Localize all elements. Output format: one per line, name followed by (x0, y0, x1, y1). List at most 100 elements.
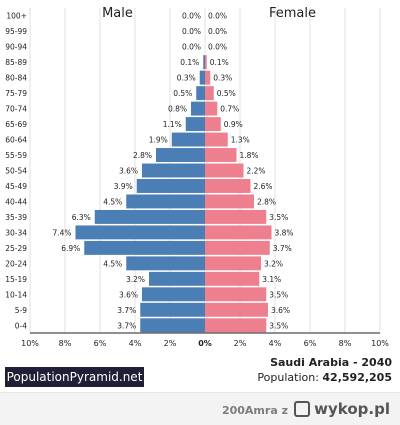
female-value-label: 1.8% (240, 151, 259, 160)
male-value-label: 2.8% (133, 151, 152, 160)
male-value-label: 0.8% (168, 105, 187, 114)
x-tick-label: 8% (59, 339, 72, 348)
female-bar (205, 132, 228, 147)
watermark-bar: 200Amra z wykop.pl (0, 392, 400, 425)
female-value-label: 2.8% (257, 197, 276, 206)
male-bar (142, 287, 205, 302)
x-tick-label: 6% (304, 339, 317, 348)
male-value-label: 6.9% (61, 244, 80, 253)
age-group-label: 50-54 (5, 167, 27, 176)
population-pyramid-chart: 10% 8% 6% 4% 2% 0% 2% 4% 6% 8% 10% Male Female 100+ 0.… (5, 6, 389, 348)
male-value-label: 0.0% (182, 12, 201, 21)
age-group-label: 70-74 (5, 105, 27, 114)
female-value-label: 3.1% (262, 275, 281, 284)
population-value: 42,592,205 (322, 371, 392, 384)
male-bar (94, 209, 205, 224)
x-tick-label: 10% (371, 339, 389, 348)
female-value-label: 0.7% (220, 105, 239, 114)
age-group-label: 5-9 (15, 306, 27, 315)
male-bar (171, 132, 205, 147)
male-value-label: 1.9% (149, 136, 168, 145)
age-group-label: 40-44 (5, 197, 27, 206)
female-value-label: 0.3% (213, 74, 232, 83)
male-bar (140, 318, 205, 333)
female-bar (205, 287, 267, 302)
female-value-label: 3.8% (275, 228, 294, 237)
male-value-label: 0.0% (182, 43, 201, 52)
male-value-label: 4.5% (103, 197, 122, 206)
female-value-label: 3.5% (269, 290, 288, 299)
age-group-label: 30-34 (5, 228, 27, 237)
age-group-label: 55-59 (5, 151, 27, 160)
male-bar (149, 271, 205, 286)
age-group-label: 60-64 (5, 136, 27, 145)
age-group-label: 0-4 (15, 321, 27, 330)
male-bar (185, 117, 205, 132)
female-value-label: 3.6% (271, 306, 290, 315)
watermark-user: 200Amra z (222, 404, 288, 417)
male-value-label: 3.6% (119, 167, 138, 176)
female-bar (205, 70, 211, 85)
watermark-username: 200Amra (221, 404, 278, 417)
female-value-label: 2.2% (247, 167, 266, 176)
male-bar (126, 256, 205, 271)
male-bar (191, 101, 205, 116)
female-bar (205, 163, 244, 178)
female-bar (205, 240, 270, 255)
site-brand-badge[interactable]: PopulationPyramid.net (5, 367, 144, 387)
series-header-female: Female (269, 6, 316, 21)
x-tick-label: 0% (198, 339, 212, 348)
female-bar (205, 256, 261, 271)
male-value-label: 0.3% (177, 74, 196, 83)
x-tick-label: 6% (94, 339, 107, 348)
male-value-label: 0.1% (180, 58, 199, 67)
age-group-label: 15-19 (5, 275, 27, 284)
age-group-label: 65-69 (5, 120, 27, 129)
female-bar (205, 101, 218, 116)
female-value-label: 0.0% (208, 43, 227, 52)
female-value-label: 2.6% (254, 182, 273, 191)
population-label: Population: (257, 371, 319, 384)
female-value-label: 3.5% (269, 213, 288, 222)
male-value-label: 3.7% (117, 321, 136, 330)
male-value-label: 3.7% (117, 306, 136, 315)
male-bar (140, 302, 205, 317)
male-value-label: 0.5% (173, 89, 192, 98)
age-group-label: 90-94 (5, 43, 27, 52)
male-value-label: 6.3% (72, 213, 91, 222)
age-group-label: 95-99 (5, 27, 27, 36)
age-group-label: 25-29 (5, 244, 27, 253)
male-value-label: 7.4% (52, 228, 71, 237)
x-tick-label: 4% (129, 339, 142, 348)
female-bar (205, 55, 207, 70)
male-bar (136, 179, 205, 193)
male-bar (84, 240, 205, 255)
x-tick-label: 2% (164, 339, 177, 348)
male-bar (199, 70, 205, 85)
female-value-label: 0.1% (210, 58, 229, 67)
site-name: PopulationPyramid.net (6, 370, 143, 384)
x-tick-label: 8% (339, 339, 352, 348)
male-bar (126, 194, 205, 209)
female-value-label: 0.9% (224, 120, 243, 129)
male-value-label: 3.9% (114, 182, 133, 191)
age-group-label: 85-89 (5, 58, 27, 67)
female-bar (205, 194, 254, 209)
wykop-logo-icon (294, 401, 311, 417)
female-bar (205, 117, 221, 132)
age-group-label: 45-49 (5, 182, 27, 191)
male-bar (156, 148, 205, 162)
female-bar (205, 318, 267, 333)
male-bar (203, 55, 205, 70)
age-group-label: 35-39 (5, 213, 27, 222)
female-bar (205, 302, 268, 317)
series-header-male: Male (102, 6, 133, 21)
female-bar (205, 271, 260, 286)
x-tick-label: 2% (234, 339, 247, 348)
female-value-label: 1.3% (231, 136, 250, 145)
male-bar (142, 163, 205, 178)
female-bar (205, 86, 214, 101)
male-value-label: 3.6% (119, 290, 138, 299)
male-bar (196, 86, 205, 101)
age-group-label: 75-79 (5, 89, 27, 98)
